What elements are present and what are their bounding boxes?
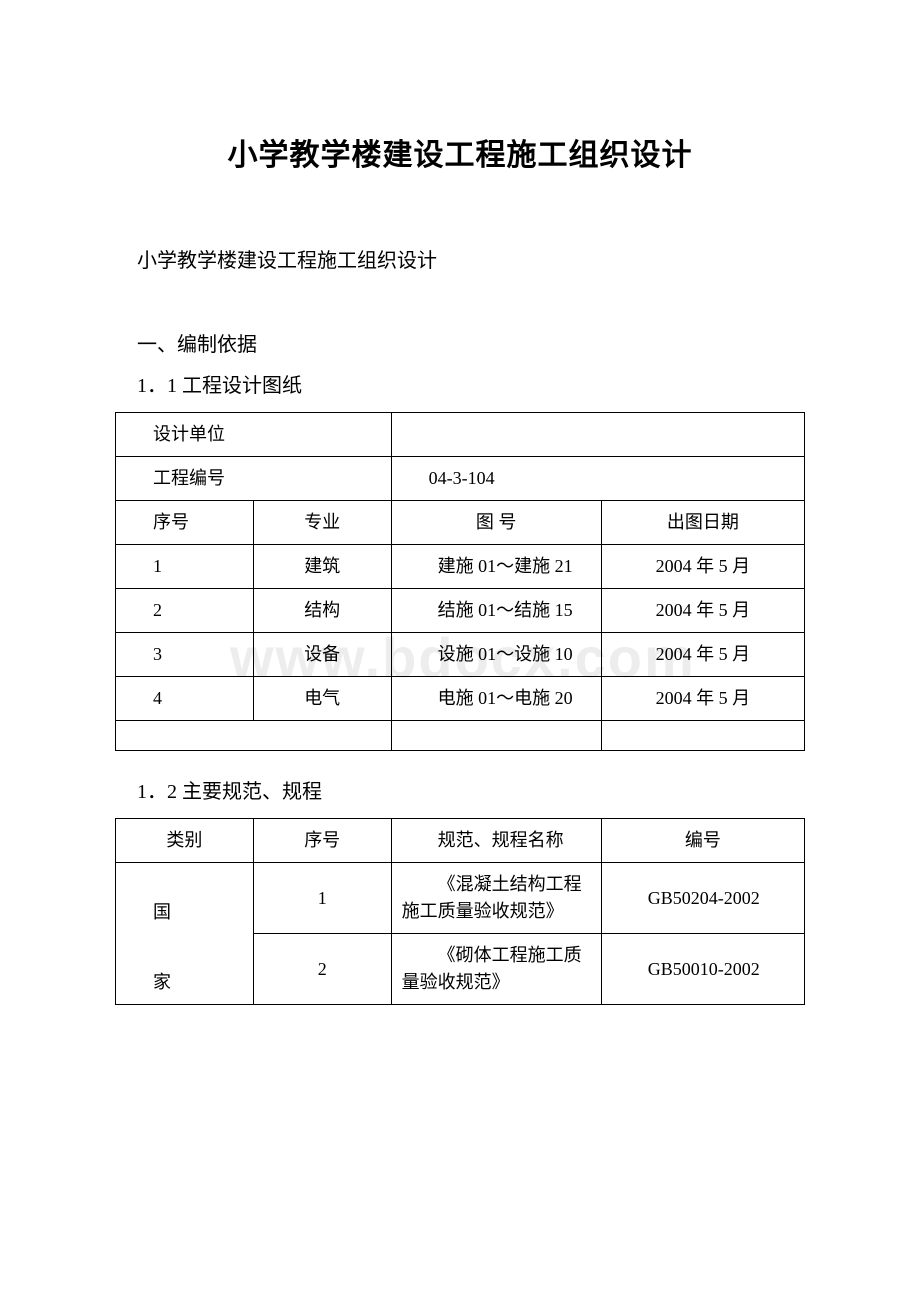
table-row: 3 设备 设施 01～设施 10 2004 年 5 月 xyxy=(116,633,805,677)
cell-date: 2004 年 5 月 xyxy=(601,545,804,589)
subsection-1-1-heading: 1．1 工程设计图纸 xyxy=(137,369,805,398)
subtitle-text: 小学教学楼建设工程施工组织设计 xyxy=(137,244,805,273)
cell-standard-code: GB50010-2002 xyxy=(601,934,804,1005)
section-1-heading: 一、编制依据 xyxy=(137,328,805,357)
empty-cell xyxy=(391,721,601,751)
header-code: 编号 xyxy=(601,819,804,863)
cell-date: 2004 年 5 月 xyxy=(601,589,804,633)
table-empty-row xyxy=(116,721,805,751)
cell-category: 家 xyxy=(116,934,254,1005)
empty-cell xyxy=(116,721,392,751)
cell-seq: 4 xyxy=(116,677,254,721)
cell-category: 国 xyxy=(116,863,254,934)
cell-major: 设备 xyxy=(253,633,391,677)
table-row: 国 1 《混凝土结构工程施工质量验收规范》 GB50204-2002 xyxy=(116,863,805,934)
header-name: 规范、规程名称 xyxy=(391,819,601,863)
cell-seq: 1 xyxy=(116,545,254,589)
cell-major: 电气 xyxy=(253,677,391,721)
empty-cell xyxy=(601,721,804,751)
header-major: 专业 xyxy=(253,501,391,545)
cell-date: 2004 年 5 月 xyxy=(601,633,804,677)
header-drawing: 图 号 xyxy=(391,501,601,545)
cell-date: 2004 年 5 月 xyxy=(601,677,804,721)
cell-standard-name: 《砌体工程施工质量验收规范》 xyxy=(391,934,601,1005)
cell-major: 结构 xyxy=(253,589,391,633)
table-row: 家 2 《砌体工程施工质量验收规范》 GB50010-2002 xyxy=(116,934,805,1005)
header-date: 出图日期 xyxy=(601,501,804,545)
table-header-row: 类别 序号 规范、规程名称 编号 xyxy=(116,819,805,863)
cell-seq: 1 xyxy=(253,863,391,934)
cell-design-unit-value xyxy=(391,413,804,457)
cell-project-number-label: 工程编号 xyxy=(116,457,392,501)
header-seq: 序号 xyxy=(116,501,254,545)
cell-drawing: 电施 01～电施 20 xyxy=(391,677,601,721)
cell-seq: 2 xyxy=(116,589,254,633)
cell-drawing: 建施 01～建施 21 xyxy=(391,545,601,589)
cell-standard-code: GB50204-2002 xyxy=(601,863,804,934)
cell-major: 建筑 xyxy=(253,545,391,589)
header-seq: 序号 xyxy=(253,819,391,863)
table-row: 1 建筑 建施 01～建施 21 2004 年 5 月 xyxy=(116,545,805,589)
table-row: 2 结构 结施 01～结施 15 2004 年 5 月 xyxy=(116,589,805,633)
table-drawings: 设计单位 工程编号 04-3-104 序号 专业 图 号 出图日期 1 建筑 建… xyxy=(115,412,805,751)
cell-project-number-value: 04-3-104 xyxy=(391,457,804,501)
cell-seq: 2 xyxy=(253,934,391,1005)
table-row: 设计单位 xyxy=(116,413,805,457)
table-standards: 类别 序号 规范、规程名称 编号 国 1 《混凝土结构工程施工质量验收规范》 G… xyxy=(115,818,805,1005)
table-header-row: 序号 专业 图 号 出图日期 xyxy=(116,501,805,545)
table-row: 工程编号 04-3-104 xyxy=(116,457,805,501)
table-row: 4 电气 电施 01～电施 20 2004 年 5 月 xyxy=(116,677,805,721)
cell-seq: 3 xyxy=(116,633,254,677)
cell-standard-name: 《混凝土结构工程施工质量验收规范》 xyxy=(391,863,601,934)
subsection-1-2-heading: 1．2 主要规范、规程 xyxy=(137,775,805,804)
page-title: 小学教学楼建设工程施工组织设计 xyxy=(115,130,805,174)
cell-design-unit-label: 设计单位 xyxy=(116,413,392,457)
header-category: 类别 xyxy=(116,819,254,863)
cell-drawing: 结施 01～结施 15 xyxy=(391,589,601,633)
cell-drawing: 设施 01～设施 10 xyxy=(391,633,601,677)
